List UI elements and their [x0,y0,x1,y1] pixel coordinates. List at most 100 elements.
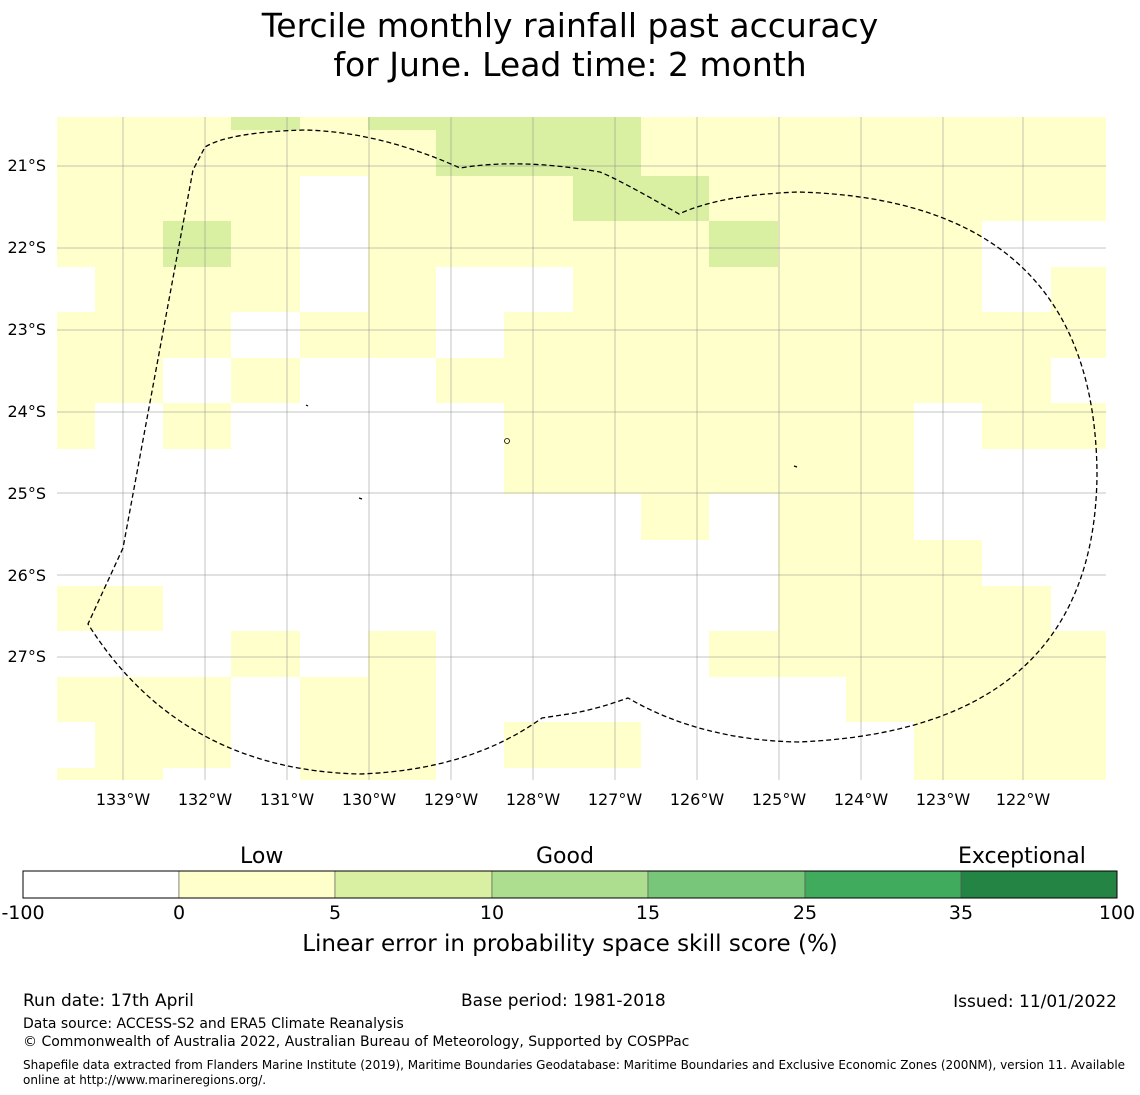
colorbar-segment [960,870,1118,899]
skill-cell [914,768,1106,780]
skill-cell [231,631,300,677]
lon-label: 127°W [588,790,643,809]
island-marker [358,497,363,500]
skill-cell [778,586,1051,631]
island-marker [305,404,309,407]
skill-cell [982,403,1106,449]
latitude-labels: 21°S 22°S 23°S 24°S 25°S 26°S 27°S [7,156,46,666]
skill-cell [368,267,436,312]
colorbar-tick: 5 [328,902,342,924]
colorbar-segment [178,870,336,899]
colorbar-segment [491,870,649,899]
lat-label: 25°S [7,484,46,503]
skill-cell [778,221,982,267]
skill-cell [709,176,1106,221]
skill-cell [57,221,163,267]
skill-cell [368,221,709,267]
colorbar-exceptional-label: Exceptional [958,844,1086,869]
skill-cell [504,449,573,494]
skill-cell [231,358,300,403]
colorbar-tick: 35 [948,902,974,924]
island-marker [504,438,510,444]
lat-label: 24°S [7,402,46,421]
run-date: Run date: 17th April [23,991,194,1011]
lon-label: 123°W [916,790,971,809]
lon-label: 129°W [424,790,479,809]
lon-label: 133°W [96,790,151,809]
colorbar-segment [647,870,806,899]
skill-cell [436,130,641,176]
skill-cell [436,358,1051,403]
skill-cell [57,358,163,403]
skill-cell [504,403,914,449]
lat-label: 21°S [7,156,46,175]
skill-cell [914,722,1106,768]
skill-cell [641,130,1106,176]
data-source: Data source: ACCESS-S2 and ERA5 Climate … [23,1016,404,1032]
colorbar [22,870,1118,899]
skill-cell [57,117,231,130]
skill-cell [300,722,436,768]
lon-label: 131°W [260,790,315,809]
skill-cell [300,677,436,722]
skill-cell [778,540,982,586]
lon-label: 124°W [834,790,889,809]
skill-cell [573,267,982,312]
lat-label: 22°S [7,238,46,257]
lat-label: 26°S [7,566,46,585]
map-title: Tercile monthly rainfall past accuracy f… [0,6,1140,84]
skill-cell [368,130,436,176]
title-line-1: Tercile monthly rainfall past accuracy [261,6,879,45]
skill-cell [231,221,300,267]
colorbar-frame [22,870,1118,899]
shapefile-credit-line-2: online at http://www.marineregions.org/. [23,1073,267,1087]
copyright: © Commonwealth of Australia 2022, Austra… [23,1034,690,1050]
colorbar-tick: 15 [635,902,661,924]
skill-cell [300,312,436,358]
skill-cell [163,221,231,267]
islands [305,404,798,500]
skill-cell [57,586,163,631]
colorbar-low-label: Low [240,844,284,869]
graticule [57,117,1106,780]
lon-label: 128°W [506,790,561,809]
island-marker [793,465,798,468]
lat-label: 27°S [7,647,46,666]
skill-cell [57,677,231,722]
lon-label: 122°W [996,790,1051,809]
title-line-2: for June. Lead time: 2 month [333,45,807,84]
skill-cell [231,117,300,130]
skill-cell [573,176,709,221]
skill-cell [300,117,368,130]
longitude-labels: 133°W 132°W 131°W 130°W 129°W 128°W 127°… [96,790,1051,809]
skill-cell [778,494,914,540]
skill-cell [57,768,163,780]
shapefile-credit-line-1: Shapefile data extracted from Flanders M… [23,1058,1126,1072]
skill-cell [368,117,641,130]
colorbar-tick: 0 [172,902,186,924]
colorbar-good-label: Good [536,844,594,869]
colorbar-segment [334,870,493,899]
skill-cell [95,267,300,312]
skill-cell [504,312,1106,358]
skill-cell [709,631,1106,677]
colorbar-axis-label: Linear error in probability space skill … [302,931,838,957]
colorbar-tick: 25 [792,902,818,924]
skill-cell [641,494,709,540]
lon-label: 132°W [178,790,233,809]
skill-cell [504,722,641,768]
skill-cell [1051,267,1106,312]
colorbar-tick: 100 [1098,902,1136,924]
skill-cell [300,130,368,176]
skill-cell [368,631,436,677]
skill-cell [57,312,231,358]
lon-label: 126°W [670,790,725,809]
eez-boundary [87,129,1098,775]
skill-cell [846,677,1106,722]
colorbar-tick: 10 [479,902,505,924]
skill-cell [709,221,778,267]
skill-cell [368,176,573,221]
lon-label: 125°W [752,790,807,809]
colorbar-tick: -100 [1,902,45,924]
